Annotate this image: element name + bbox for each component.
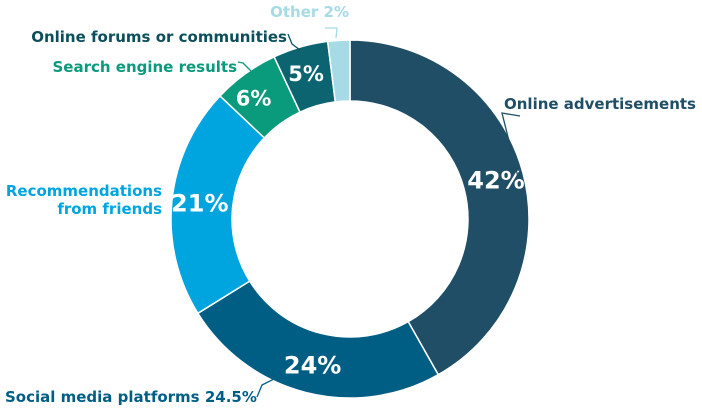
slice-other — [326, 39, 351, 103]
value-label-online-advertisements: 42% — [467, 166, 524, 194]
leader-lines — [237, 27, 521, 398]
category-label-online-advertisements: Online advertisements — [504, 95, 696, 113]
donut-slices — [170, 39, 530, 399]
category-label-other: Other 2% — [270, 3, 349, 21]
slice-online-advertisements — [349, 39, 530, 376]
value-label-search-engine-results: 6% — [236, 87, 272, 111]
leader-line-social-media-platforms — [256, 375, 281, 398]
leader-line-online-advertisements — [501, 112, 521, 178]
leader-line-online-forums-or-communities — [287, 33, 301, 51]
slice-social-media-platforms — [196, 280, 440, 399]
category-label-search-engine-results: Search engine results — [52, 58, 237, 76]
value-labels: 42% 24% 21% 6% 5% — [171, 62, 525, 379]
category-label-recommendations-from-friends: Recommendations from friends — [6, 182, 162, 218]
value-label-social-media-platforms: 24% — [284, 351, 341, 379]
category-labels: Online advertisements Social media platfo… — [5, 3, 696, 406]
value-label-recommendations-from-friends: 21% — [171, 190, 228, 218]
category-label-social-media-platforms: Social media platforms 24.5% — [5, 388, 257, 406]
value-label-online-forums-or-communities: 5% — [288, 62, 324, 86]
leader-line-other — [325, 27, 338, 39]
category-label-online-forums-or-communities: Online forums or communities — [31, 28, 287, 46]
leader-line-search-engine-results — [237, 61, 254, 74]
